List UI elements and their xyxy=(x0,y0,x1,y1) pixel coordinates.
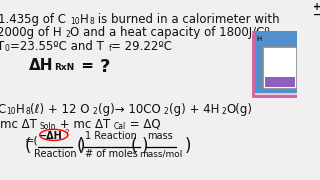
Text: (: ( xyxy=(131,137,137,155)
Bar xyxy=(252,17,307,96)
Text: H: H xyxy=(257,36,262,42)
Text: + mc ΔT: + mc ΔT xyxy=(56,118,111,130)
Text: (: ( xyxy=(76,137,83,155)
Text: =: = xyxy=(76,58,99,73)
Bar xyxy=(265,76,295,87)
Text: Cal: Cal xyxy=(114,122,126,131)
Text: mass: mass xyxy=(148,131,173,141)
Text: (g)→ 10CO: (g)→ 10CO xyxy=(98,103,160,116)
Text: O and a heat capacity of 1800J/Cº.: O and a heat capacity of 1800J/Cº. xyxy=(70,26,274,39)
Text: −: − xyxy=(314,9,320,19)
Text: Soln: Soln xyxy=(39,122,56,131)
Text: 10: 10 xyxy=(70,17,79,26)
Text: (: ( xyxy=(25,137,31,155)
Text: O(g): O(g) xyxy=(227,103,252,116)
Text: +: + xyxy=(314,2,320,12)
Text: 2: 2 xyxy=(262,40,265,45)
Text: f: f xyxy=(108,44,111,53)
Text: −ΔH: −ΔH xyxy=(39,131,63,141)
Text: ): ) xyxy=(141,137,148,155)
Text: # of moles: # of moles xyxy=(85,149,138,159)
Text: ): ) xyxy=(78,137,85,155)
Text: 1 Reaction: 1 Reaction xyxy=(84,131,137,141)
Text: H: H xyxy=(16,103,25,116)
Text: mc ΔT: mc ΔT xyxy=(0,118,37,130)
Text: ΔH: ΔH xyxy=(29,58,53,73)
Text: 2: 2 xyxy=(221,107,226,116)
Bar xyxy=(263,47,297,89)
Text: 2000g of H: 2000g of H xyxy=(0,26,62,39)
Text: 1.435g of C: 1.435g of C xyxy=(0,12,66,26)
Text: T: T xyxy=(0,40,4,53)
Text: 8: 8 xyxy=(25,107,30,116)
Text: 2: 2 xyxy=(164,107,168,116)
Text: = ΔQ: = ΔQ xyxy=(126,118,161,130)
Text: (g) + 4H: (g) + 4H xyxy=(169,103,219,116)
Text: =23.55ºC and T: =23.55ºC and T xyxy=(10,40,104,53)
Text: Reaction: Reaction xyxy=(34,149,76,159)
Text: (ℓ) + 12 O: (ℓ) + 12 O xyxy=(30,103,90,116)
Text: mass/mol: mass/mol xyxy=(140,149,183,158)
Text: ?: ? xyxy=(100,58,111,76)
Text: = 29.22ºC: = 29.22ºC xyxy=(111,40,172,53)
Text: 2: 2 xyxy=(93,107,98,116)
Text: 0: 0 xyxy=(5,44,10,53)
Text: H: H xyxy=(80,12,89,26)
Text: 8: 8 xyxy=(89,17,94,26)
Text: C: C xyxy=(0,103,5,116)
Text: 10: 10 xyxy=(6,107,16,116)
Text: ): ) xyxy=(185,137,191,155)
Text: 2: 2 xyxy=(65,30,70,39)
Text: =(: =( xyxy=(25,135,38,145)
Text: O: O xyxy=(266,36,271,42)
Bar xyxy=(255,19,305,93)
Text: is burned in a calorimeter with: is burned in a calorimeter with xyxy=(94,12,280,26)
Text: ?: ? xyxy=(64,129,68,138)
Text: RxN: RxN xyxy=(54,63,75,72)
